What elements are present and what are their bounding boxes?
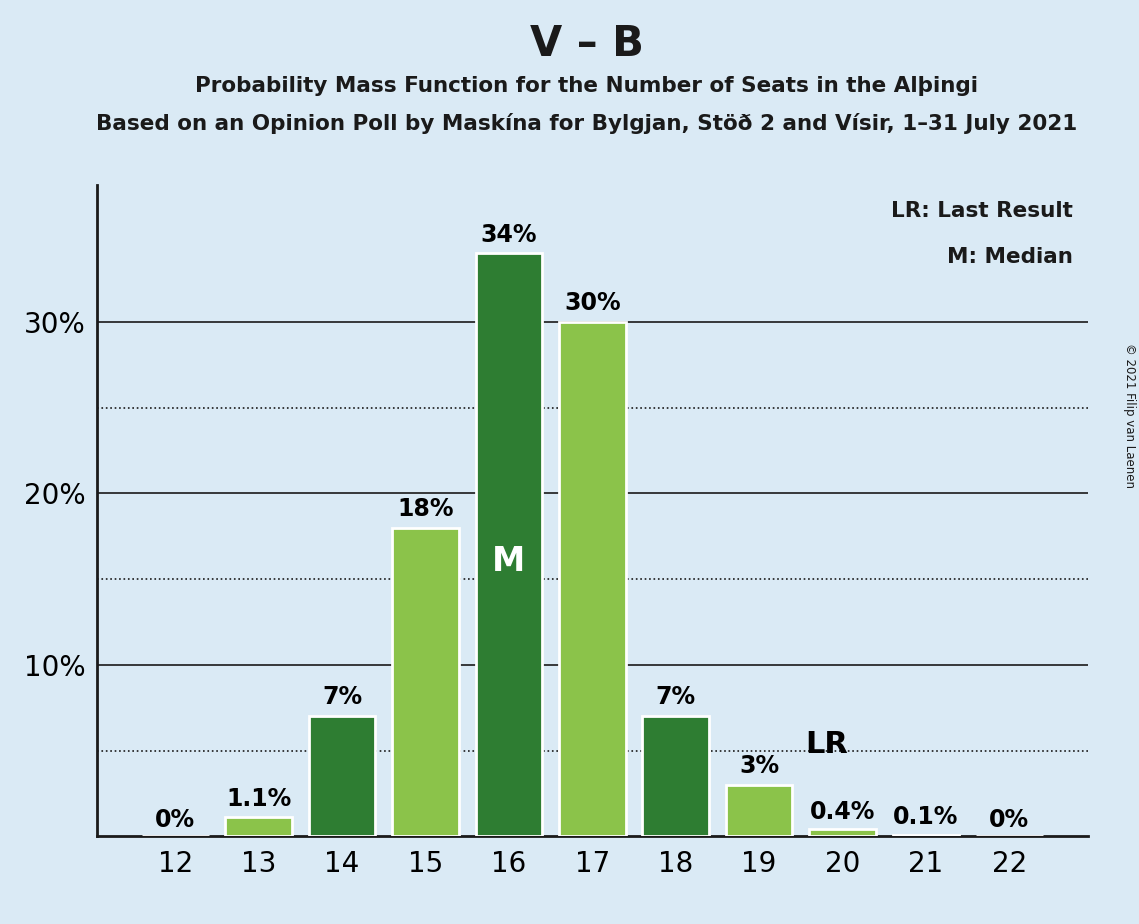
Text: LR: Last Result: LR: Last Result bbox=[891, 201, 1073, 221]
Text: LR: LR bbox=[805, 730, 847, 760]
Bar bbox=[475, 253, 542, 836]
Bar bbox=[559, 322, 625, 836]
Text: M: Median: M: Median bbox=[947, 247, 1073, 267]
Text: Probability Mass Function for the Number of Seats in the Alþingi: Probability Mass Function for the Number… bbox=[195, 76, 978, 96]
Text: 30%: 30% bbox=[564, 291, 621, 315]
Text: Based on an Opinion Poll by Maskína for Bylgjan, Stöð 2 and Vísir, 1–31 July 202: Based on an Opinion Poll by Maskína for … bbox=[96, 113, 1077, 134]
Text: 1.1%: 1.1% bbox=[226, 786, 292, 810]
Text: 0.4%: 0.4% bbox=[810, 800, 875, 824]
Text: 3%: 3% bbox=[739, 754, 779, 778]
Text: 7%: 7% bbox=[656, 686, 696, 710]
Bar bbox=[309, 716, 376, 836]
Text: 0.1%: 0.1% bbox=[893, 806, 959, 830]
Bar bbox=[809, 830, 876, 836]
Bar bbox=[392, 528, 459, 836]
Text: 0%: 0% bbox=[155, 808, 195, 832]
Text: © 2021 Filip van Laenen: © 2021 Filip van Laenen bbox=[1123, 344, 1137, 488]
Bar bbox=[726, 784, 793, 836]
Text: 7%: 7% bbox=[322, 686, 362, 710]
Text: 18%: 18% bbox=[398, 497, 453, 521]
Text: 0%: 0% bbox=[990, 808, 1030, 832]
Text: M: M bbox=[492, 545, 525, 578]
Bar bbox=[893, 834, 959, 836]
Bar bbox=[642, 716, 710, 836]
Bar bbox=[226, 818, 292, 836]
Text: 34%: 34% bbox=[481, 223, 538, 247]
Text: V – B: V – B bbox=[530, 23, 644, 65]
